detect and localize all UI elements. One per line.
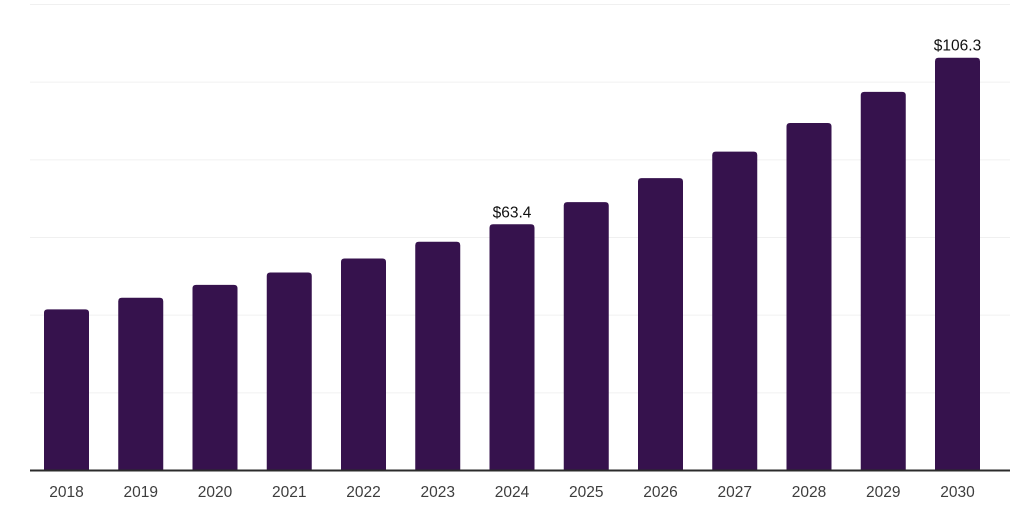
x-tick-2019: 2019 [124,484,158,501]
bar-2029 [860,91,906,471]
x-tick-2023: 2023 [421,484,455,501]
x-tick-2018: 2018 [49,484,83,501]
x-tick-2027: 2027 [718,484,752,501]
bar-2028 [786,122,832,471]
x-tick-2029: 2029 [866,484,900,501]
x-tick-2025: 2025 [569,484,603,501]
bar-2020 [192,284,238,471]
bar-2030 [935,57,980,471]
bar-2022 [341,258,386,471]
bar-2027 [712,151,758,471]
x-tick-2024: 2024 [495,484,530,501]
bar-2021 [266,272,312,471]
x-tick-2020: 2020 [198,484,233,501]
bar-2024 [489,224,535,471]
data-label-2024: $63.4 [493,204,532,221]
bar-2018 [44,309,89,471]
bar-2025 [563,202,609,471]
bar-2023 [415,241,461,471]
x-tick-2030: 2030 [940,484,975,501]
x-tick-2028: 2028 [792,484,826,501]
x-tick-2021: 2021 [272,484,306,501]
x-tick-2026: 2026 [643,484,677,501]
bar-2026 [638,178,683,471]
x-tick-2022: 2022 [346,484,380,501]
data-label-2030: $106.3 [934,38,981,55]
bar-2019 [118,297,164,471]
